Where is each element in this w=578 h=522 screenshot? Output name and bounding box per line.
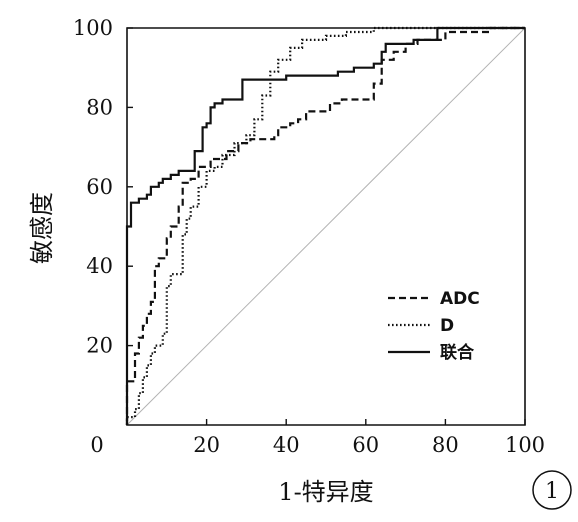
x-axis-title: 1-特异度 <box>278 478 373 506</box>
legend-label-1: ADC <box>440 289 480 309</box>
figure-badge-circle <box>532 470 572 510</box>
x-tick-label-40: 40 <box>273 433 300 457</box>
series-line-3 <box>125 26 525 425</box>
reference-diagonal-line <box>126 27 526 426</box>
y-tick-label-20: 20 <box>86 334 113 358</box>
axes: 0 20 40 60 80 100 20 40 60 80 100 <box>73 16 545 457</box>
y-tick-label-60: 60 <box>86 175 113 199</box>
y-tick-label-40: 40 <box>86 254 113 278</box>
legend-label-2: D <box>440 316 454 336</box>
x-tick-label-80: 80 <box>432 433 459 457</box>
y-tick-label-80: 80 <box>86 95 113 119</box>
series-line-2 <box>125 26 525 425</box>
x-tick-label-0: 0 <box>90 433 103 457</box>
legend-label-3: 联合 <box>440 342 475 363</box>
y-tick-label-100: 100 <box>73 16 113 40</box>
x-tick-label-100: 100 <box>505 433 545 457</box>
legend: ADC D 联合 <box>388 289 480 363</box>
y-axis-title: 敏感度 <box>28 192 56 264</box>
plot-area <box>125 26 526 426</box>
x-tick-label-60: 60 <box>352 433 379 457</box>
x-tick-label-20: 20 <box>193 433 220 457</box>
figure-badge-number: 1 <box>545 479 559 504</box>
series-line-1 <box>125 26 525 425</box>
figure-badge: 1 <box>532 470 572 510</box>
